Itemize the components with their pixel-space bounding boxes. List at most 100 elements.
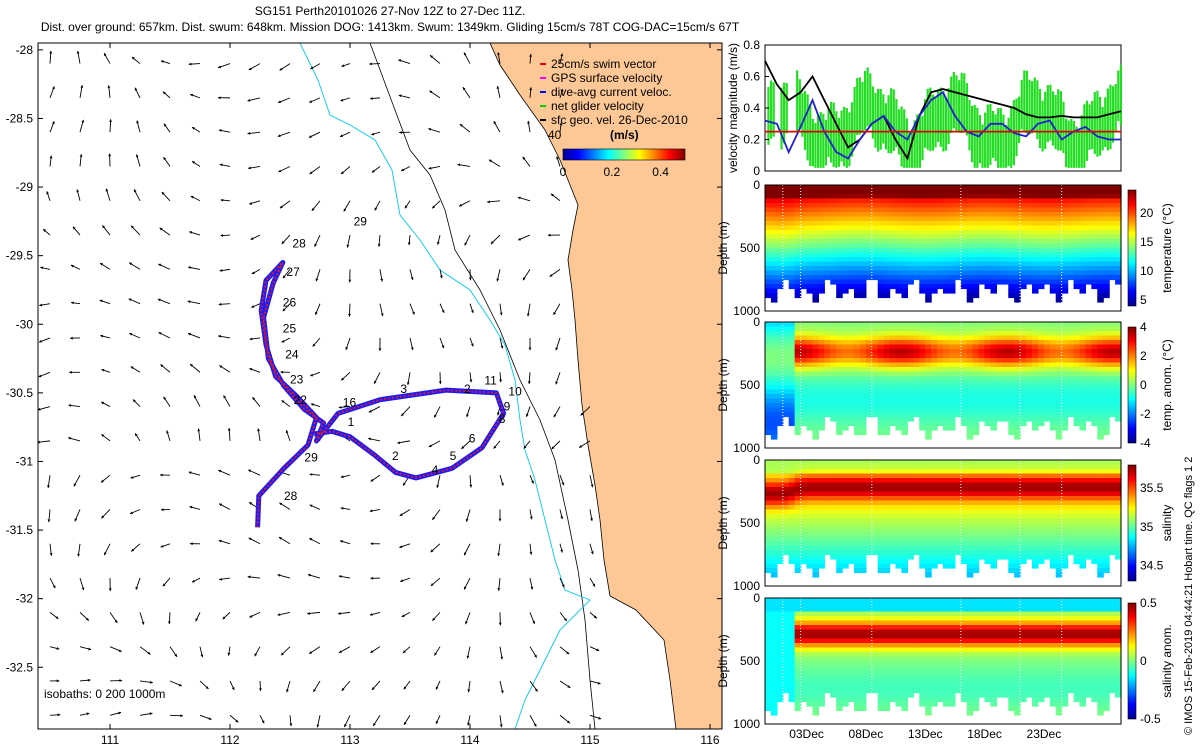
heatmap-cell (972, 473, 980, 479)
velocity-arrowhead (487, 200, 490, 204)
heatmap-cell (1079, 331, 1086, 337)
heatmap-cell (788, 340, 796, 346)
velocity-arrowhead (279, 502, 283, 506)
heatmap-cell (824, 221, 831, 227)
heatmap-cell (812, 482, 819, 488)
heatmap-cell (818, 376, 825, 382)
heatmap-cell (1037, 239, 1045, 245)
heatmap-cell (848, 230, 855, 236)
heatmap-cell (960, 416, 968, 422)
heatmap-cell (1020, 358, 1027, 364)
heatmap-cell (1008, 185, 1015, 191)
track-label: 24 (285, 348, 299, 362)
heatmap-cell (877, 261, 885, 267)
heatmap-cell (996, 239, 1003, 245)
velocity-arrowhead (56, 679, 60, 683)
heatmap-cell (1032, 505, 1039, 511)
heatmap-cell (996, 491, 1003, 497)
heatmap-cell (1008, 322, 1015, 328)
heatmap-cell (848, 362, 855, 368)
heatmap-cell (824, 389, 831, 395)
velocity-arrowhead (432, 617, 436, 621)
heatmap-cell (788, 239, 796, 245)
velocity-arrowhead (247, 98, 251, 102)
heatmap-cell (770, 398, 778, 404)
heatmap-cell (1020, 389, 1027, 395)
heatmap-cell (1032, 216, 1039, 222)
heatmap-cell (948, 198, 956, 204)
heatmap-cell (765, 482, 772, 488)
heatmap-cell (1109, 207, 1116, 213)
heatmap-cell (848, 239, 855, 245)
heatmap-cell (901, 518, 908, 524)
heatmap-cell (842, 385, 849, 391)
heatmap-cell (842, 380, 849, 386)
heatmap-cell (948, 234, 956, 240)
heatmap-cell (913, 270, 920, 276)
heatmap-cell (836, 349, 843, 355)
heatmap-cell (990, 496, 997, 502)
velocity-arrowhead (160, 364, 164, 368)
velocity-arrowhead (218, 539, 222, 543)
heatmap-cell (931, 340, 938, 346)
velocity-arrowhead (441, 309, 445, 313)
heatmap-cell (788, 216, 796, 222)
heatmap-cell (948, 478, 956, 484)
heatmap-cell (830, 189, 837, 195)
heatmap-cell (818, 288, 825, 294)
heatmap-cell (1014, 284, 1021, 290)
heatmap-cell (1020, 380, 1027, 386)
heatmap-cell (800, 234, 808, 240)
heatmap-cell (990, 536, 997, 542)
heatmap-cell (1020, 225, 1027, 231)
heatmap-cell (794, 563, 802, 569)
heatmap-cell (1091, 248, 1098, 254)
heatmap-cell (954, 326, 962, 332)
net-velocity-bar (822, 113, 825, 168)
heatmap-cell (990, 527, 997, 533)
heatmap-cell (925, 398, 932, 404)
heatmap-cell (848, 550, 855, 556)
heatmap-cell (978, 239, 986, 245)
heatmap-cell (1109, 322, 1116, 328)
heatmap-cell (984, 194, 992, 200)
heatmap-cell (931, 563, 938, 569)
heatmap-cell (1067, 185, 1075, 191)
velocity-arrowhead (249, 337, 253, 341)
heatmap-cell (1037, 500, 1045, 506)
heatmap-cell (901, 279, 908, 285)
velocity-arrowhead (373, 722, 376, 726)
heatmap-cell (996, 221, 1003, 227)
heatmap-cell (1032, 362, 1039, 368)
heatmap-cell (907, 243, 914, 249)
heatmap-cell (996, 322, 1003, 328)
heatmap-cell (848, 505, 855, 511)
heatmap-cell (913, 198, 920, 204)
heatmap-cell (883, 243, 891, 249)
heatmap-cell (877, 234, 885, 240)
heatmap-cell (907, 221, 914, 227)
heatmap-cell (901, 473, 908, 479)
heatmap-cell (895, 380, 903, 386)
heatmap-cell (842, 284, 849, 290)
heatmap-cell (919, 216, 926, 222)
heatmap-cell (978, 389, 986, 395)
heatmap-cell (1049, 194, 1057, 200)
heatmap-cell (1014, 380, 1021, 386)
heatmap-cell (883, 331, 891, 337)
net-velocity-bar (1036, 80, 1039, 140)
net-velocity-bar (994, 114, 997, 161)
heatmap-cell (1115, 221, 1122, 227)
heatmap-cell (776, 416, 784, 422)
velocity-arrowhead (70, 336, 73, 340)
velocity-arrowhead (341, 64, 345, 68)
heatmap-cell (812, 532, 819, 538)
heatmap-cell (1002, 340, 1009, 346)
heatmap-cell (913, 221, 920, 227)
velocity-arrowhead (160, 508, 164, 512)
velocity-arrowhead (399, 545, 403, 549)
heatmap-cell (972, 353, 980, 359)
heatmap-cell (848, 207, 855, 213)
heatmap-cell (848, 421, 855, 427)
